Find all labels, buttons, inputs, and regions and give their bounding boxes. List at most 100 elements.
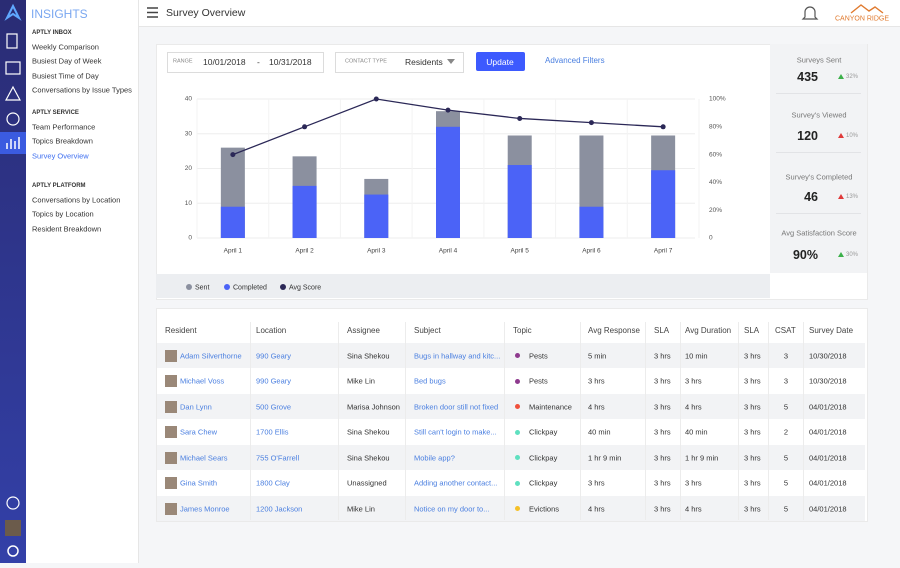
legend-label: Avg Score — [289, 284, 321, 291]
cell-avg-duration: 4 hrs — [685, 503, 702, 513]
advanced-filters[interactable]: Advanced Filters — [545, 56, 605, 65]
settings-icon[interactable] — [7, 545, 19, 557]
cell-subject[interactable]: Mobile app? — [414, 452, 455, 462]
y2-tick-label: 80% — [709, 124, 722, 131]
cell-location[interactable]: 990 Geary — [256, 350, 292, 360]
cell-subject[interactable]: Still can't login to make... — [414, 427, 497, 437]
cell-subject[interactable]: Bed bugs — [414, 376, 446, 386]
y-tick-label: 20 — [185, 165, 193, 172]
cell-csat: 2 — [783, 427, 789, 437]
cell-avg-response: 5 min — [588, 350, 607, 360]
nav-item[interactable]: Busiest Time of Day — [32, 70, 99, 80]
update-button[interactable] — [476, 52, 525, 71]
cell-assignee: Sina Shekou — [347, 350, 390, 360]
help-icon[interactable] — [6, 496, 20, 510]
cell-subject[interactable]: Notice on my door to... — [414, 503, 490, 513]
cell-assignee: Mike Lin — [347, 376, 375, 386]
nav-item[interactable]: Busiest Day of Week — [32, 56, 102, 66]
column-header[interactable]: SLA — [744, 326, 760, 335]
nav-item[interactable]: Resident Breakdown — [32, 223, 102, 233]
column-header[interactable]: SLA — [654, 326, 670, 335]
column-header[interactable]: Assignee — [347, 326, 380, 335]
nav-item[interactable]: Topics Breakdown — [32, 136, 93, 146]
topic-dot — [515, 353, 520, 358]
cell-resident[interactable]: Gina Smith — [180, 478, 218, 488]
cell-resident[interactable]: Michael Voss — [180, 376, 225, 386]
cell-location[interactable]: 500 Grove — [256, 401, 292, 411]
nav-icon[interactable] — [5, 61, 21, 75]
menu-icon[interactable] — [147, 7, 159, 18]
stat-divider — [776, 213, 861, 214]
nav-item[interactable]: Weekly Comparison — [32, 42, 99, 52]
column-divider — [338, 322, 339, 520]
dropdown-caret — [447, 59, 455, 64]
stat-label: Survey's Viewed — [791, 110, 847, 120]
cell-resident[interactable]: Michael Sears — [180, 452, 228, 462]
app-name: INSIGHTS — [31, 7, 88, 21]
nav-icon[interactable] — [6, 137, 20, 149]
cell-resident[interactable]: Dan Lynn — [180, 401, 212, 411]
score-point — [660, 124, 666, 130]
range-input[interactable] — [167, 52, 324, 73]
column-header[interactable]: Avg Response — [588, 326, 640, 335]
cell-location[interactable]: 755 O'Farrell — [256, 452, 300, 462]
topic-dot — [515, 404, 520, 409]
cell-sla-2: 3 hrs — [744, 401, 761, 411]
column-header[interactable]: CSAT — [775, 326, 796, 335]
trend-arrow — [838, 252, 844, 257]
range-end[interactable]: 10/31/2018 — [269, 56, 312, 67]
cell-resident[interactable]: James Monroe — [180, 503, 230, 513]
column-header[interactable]: Subject — [414, 326, 441, 335]
column-header[interactable]: Avg Duration — [685, 326, 732, 335]
topic-dot — [515, 480, 520, 486]
cell-resident[interactable]: Adam Silverthorne — [180, 350, 242, 360]
stat-divider — [776, 152, 861, 153]
cell-assignee: Unassigned — [347, 478, 387, 488]
nav-icon[interactable] — [6, 33, 18, 49]
cell-sla: 3 hrs — [654, 350, 671, 360]
update-label[interactable]: Update — [486, 56, 514, 67]
column-divider — [768, 322, 769, 520]
contact-value[interactable]: Residents — [405, 56, 443, 67]
bar — [220, 206, 245, 238]
x-tick-label: April 1 — [224, 248, 243, 255]
score-point — [230, 152, 236, 158]
nav-item[interactable]: Conversations by Location — [32, 195, 121, 205]
cell-location[interactable]: 1200 Jackson — [256, 503, 303, 513]
cell-subject[interactable]: Bugs in hallway and kitc... — [414, 350, 501, 360]
cell-subject[interactable]: Adding another contact... — [414, 478, 498, 488]
nav-item[interactable]: Team Performance — [32, 122, 96, 132]
trend-arrow — [838, 194, 844, 199]
nav-icon[interactable] — [6, 112, 20, 126]
column-header[interactable]: Resident — [165, 326, 197, 335]
nav-icon[interactable] — [4, 85, 22, 101]
cell-location[interactable]: 1800 Clay — [256, 478, 290, 488]
y2-tick-label: 0 — [709, 235, 713, 242]
cell-survey-date: 04/01/2018 — [809, 452, 847, 462]
trend-arrow — [838, 133, 844, 138]
x-tick-label: April 6 — [582, 248, 601, 255]
bell-icon[interactable] — [801, 4, 819, 22]
cell-subject[interactable]: Broken door still not fixed — [414, 401, 499, 411]
column-header[interactable]: Survey Date — [809, 326, 854, 335]
cell-location[interactable]: 990 Geary — [256, 376, 292, 386]
user-avatar[interactable] — [5, 520, 21, 536]
column-header[interactable]: Topic — [513, 326, 532, 335]
x-tick-label: April 3 — [367, 248, 386, 255]
cell-avg-duration: 40 min — [685, 427, 708, 437]
cell-resident[interactable]: Sara Chew — [180, 427, 218, 437]
column-header[interactable]: Location — [256, 326, 287, 335]
stats-panel — [770, 44, 867, 273]
range-start[interactable]: 10/01/2018 — [203, 56, 246, 67]
nav-item[interactable]: Survey Overview — [32, 150, 89, 160]
cell-sla: 3 hrs — [654, 401, 671, 411]
cell-sla-2: 3 hrs — [744, 427, 761, 437]
bar — [579, 206, 604, 238]
nav-item[interactable]: Conversations by Issue Types — [32, 85, 132, 95]
y-tick-label: 40 — [185, 96, 193, 103]
cell-location[interactable]: 1700 Ellis — [256, 427, 289, 437]
nav-item[interactable]: Topics by Location — [32, 209, 94, 219]
cell-assignee: Sina Shekou — [347, 427, 390, 437]
contact-select[interactable] — [335, 52, 464, 73]
x-tick-label: April 5 — [510, 248, 529, 255]
